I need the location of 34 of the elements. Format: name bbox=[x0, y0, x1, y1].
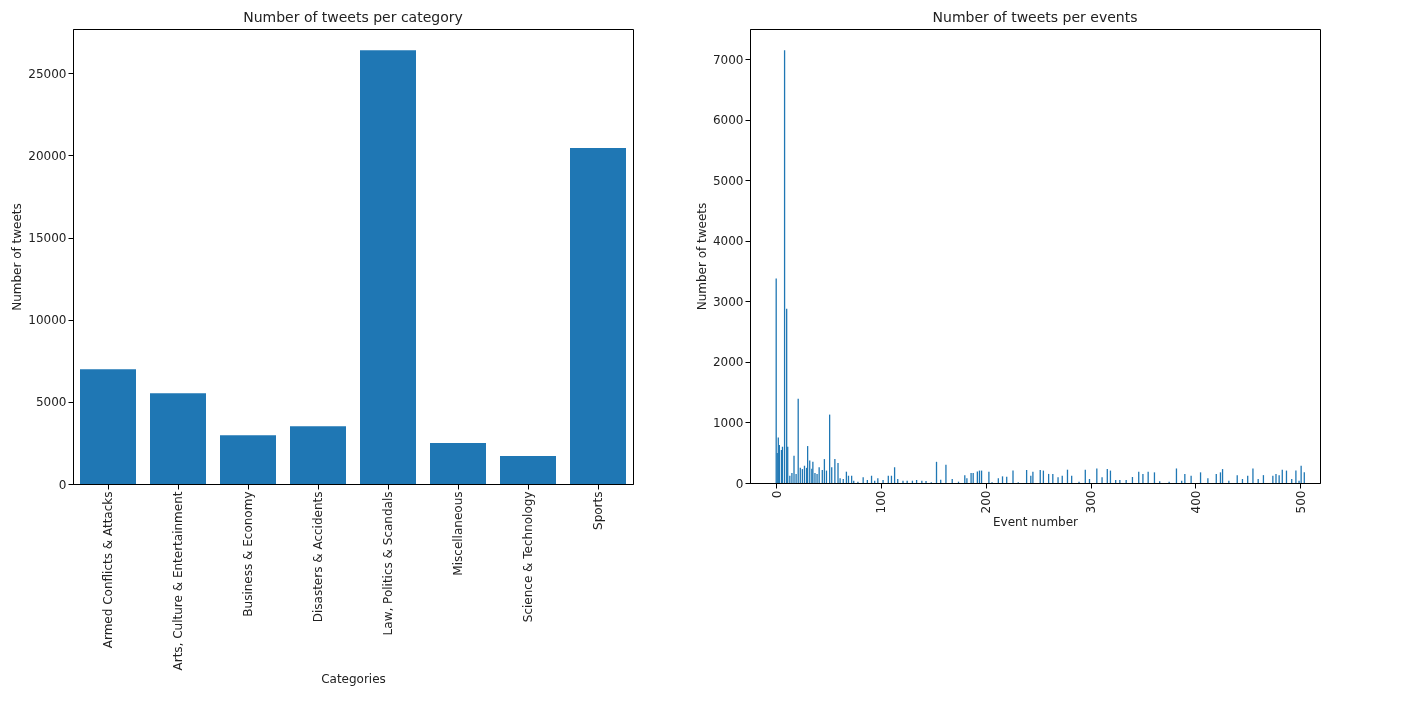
x-tick-label: Arts, Culture & Entertainment bbox=[171, 491, 185, 671]
x-tick-label: 500 bbox=[1293, 490, 1308, 514]
x-tick-label: Business & Economy bbox=[241, 491, 255, 617]
x-tick-label: Sports bbox=[591, 491, 605, 530]
chart-title: Number of tweets per category bbox=[243, 9, 463, 25]
x-tick-label: 300 bbox=[1084, 490, 1099, 514]
y-tick-label: 0 bbox=[735, 476, 744, 491]
y-tick-label: 0 bbox=[58, 477, 67, 492]
x-tick-label: 400 bbox=[1188, 490, 1203, 514]
x-tick-label: 100 bbox=[874, 490, 889, 514]
x-axis-title: Event number bbox=[992, 515, 1079, 530]
y-tick-label: 4000 bbox=[712, 234, 744, 249]
y-axis-title: Number of tweets bbox=[694, 202, 709, 311]
x-tick-label: 0 bbox=[769, 490, 784, 499]
x-tick-label: Miscellaneous bbox=[451, 491, 465, 576]
y-tick-label: 2000 bbox=[712, 355, 744, 370]
y-tick-label: 6000 bbox=[712, 113, 744, 128]
x-tick-label: Armed Conflicts & Attacks bbox=[101, 491, 115, 649]
x-axis-title: Categories bbox=[321, 672, 386, 687]
chart-title: Number of tweets per events bbox=[932, 9, 1138, 25]
y-tick-label: 5000 bbox=[35, 395, 67, 410]
x-tick-label: Science & Technology bbox=[521, 491, 535, 623]
y-axis-title: Number of tweets bbox=[10, 203, 25, 311]
y-tick-label: 7000 bbox=[712, 52, 744, 67]
y-tick-label: 25000 bbox=[28, 66, 67, 81]
y-tick-label: 15000 bbox=[28, 231, 67, 246]
x-tick-label: Disasters & Accidents bbox=[311, 491, 325, 623]
y-tick-label: 1000 bbox=[712, 415, 744, 430]
y-tick-label: 5000 bbox=[712, 173, 744, 188]
y-tick-label: 10000 bbox=[28, 313, 67, 328]
y-tick-label: 3000 bbox=[712, 294, 744, 309]
x-tick-label: Law, Politics & Scandals bbox=[381, 491, 395, 636]
y-tick-label: 20000 bbox=[28, 148, 67, 163]
x-tick-label: 200 bbox=[979, 490, 994, 514]
